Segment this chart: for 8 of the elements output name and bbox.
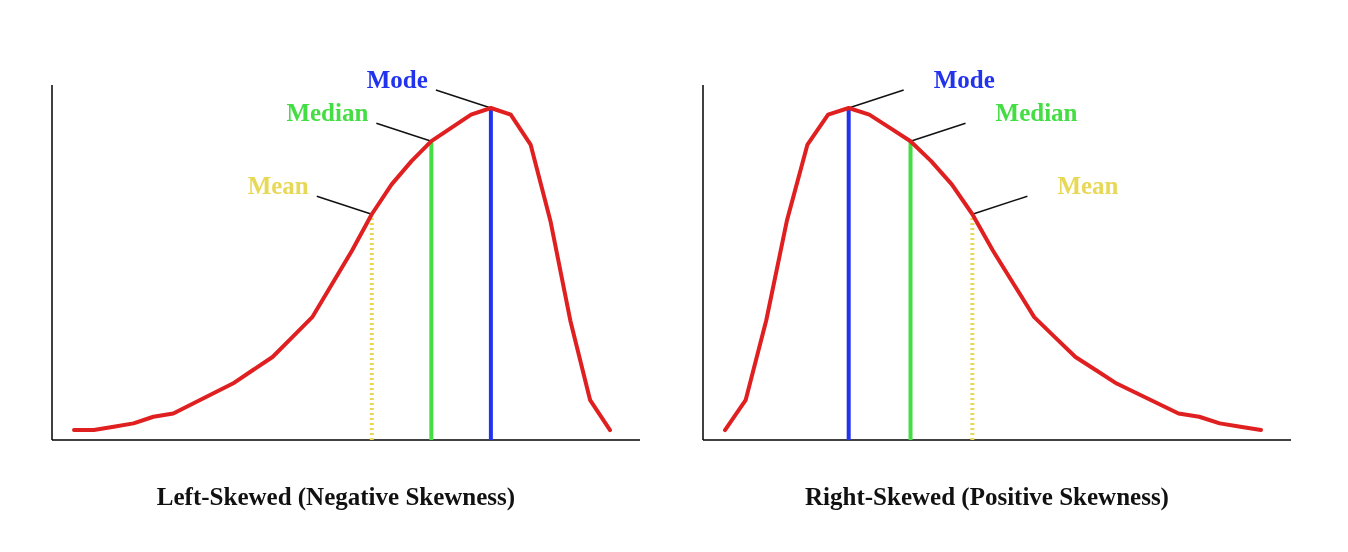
annotation: Mean	[1057, 172, 1119, 200]
annotation: Mean	[247, 172, 309, 200]
annotation: Median	[995, 99, 1078, 127]
annotation: Median	[286, 99, 369, 127]
x-axis-title: Left-Skewed (Negative Skewness)	[156, 483, 516, 511]
x-axis-title: Right-Skewed (Positive Skewness)	[805, 483, 1169, 511]
text: Mode	[933, 66, 995, 93]
text: Mode	[366, 66, 428, 93]
